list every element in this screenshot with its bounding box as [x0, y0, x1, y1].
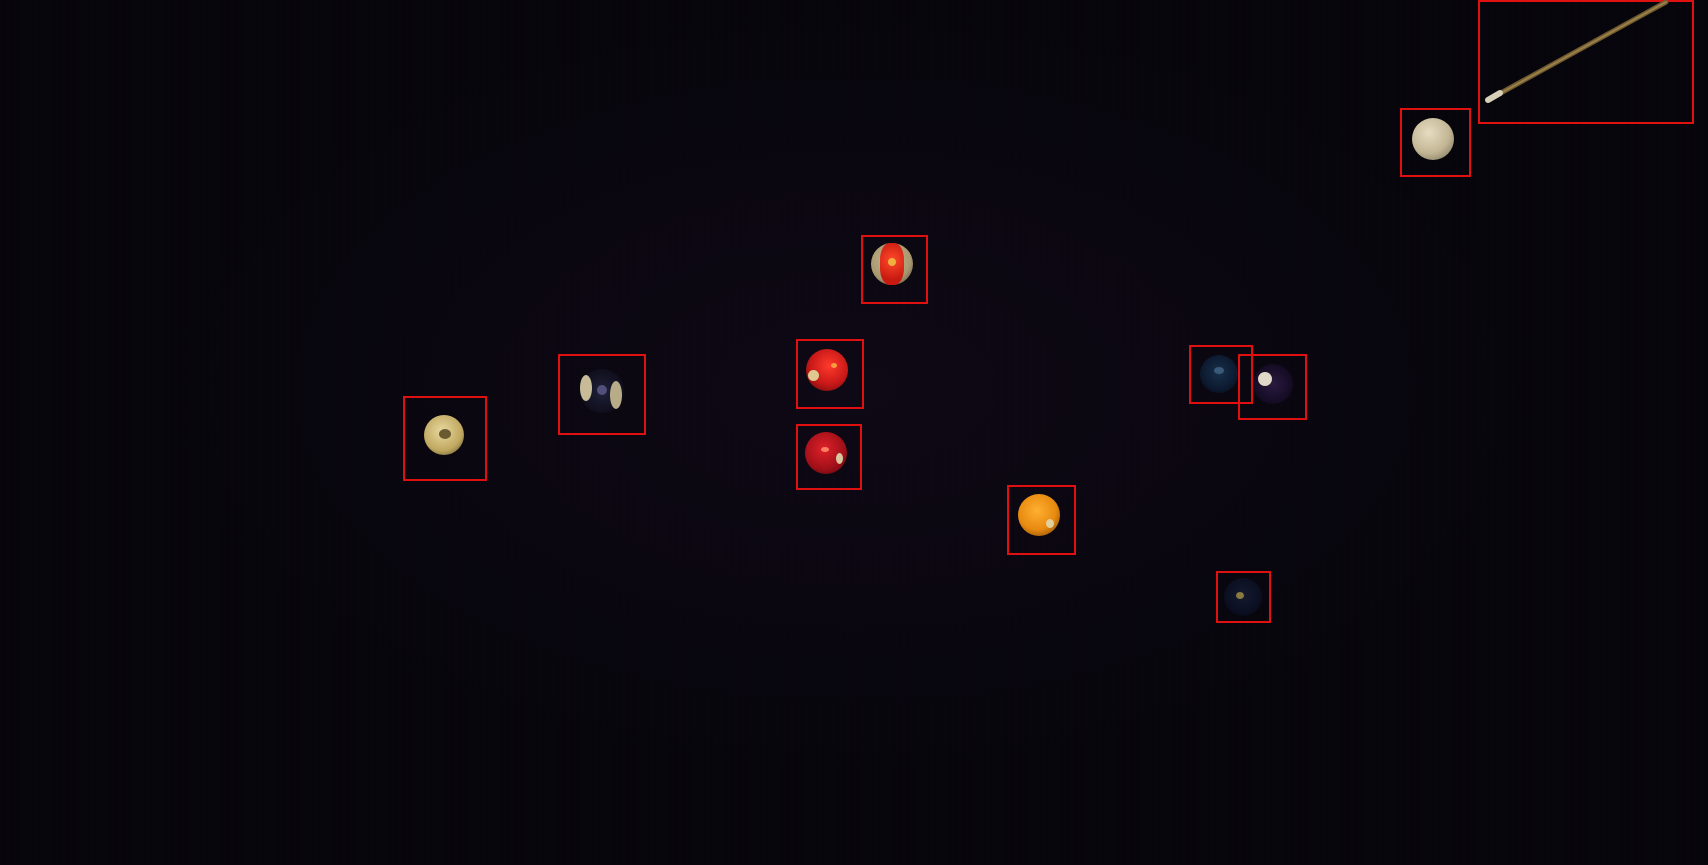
- orange-ball: [1018, 494, 1060, 536]
- cue-stick: [1485, 0, 1669, 103]
- detection-box-dark-ball-right: [1238, 354, 1307, 420]
- ball-number-spot: [439, 429, 451, 439]
- ball-number-spot: [836, 453, 843, 464]
- ball-number-spot: [1236, 592, 1244, 599]
- ball-number-spot: [597, 385, 607, 395]
- highlight-spot: [831, 363, 837, 368]
- ball-number-spot: [1258, 372, 1272, 386]
- red-ball-center: [806, 349, 848, 391]
- ball-number-spot: [1214, 367, 1224, 374]
- cue-ball: [1412, 118, 1454, 160]
- dark-ball-bottom: [1224, 578, 1262, 616]
- ball-number-spot: [808, 370, 819, 381]
- ball-number-spot: [888, 258, 896, 266]
- detection-box-red-ball-lower: [796, 424, 862, 490]
- detection-box-dark-stripe-ball: [558, 354, 646, 435]
- detection-box-red-ball-center: [796, 339, 864, 409]
- red-ball-lower: [805, 432, 847, 474]
- dark-stripe-ball-left: [580, 369, 624, 413]
- detection-box-yellow-ball-left: [403, 396, 487, 481]
- detection-box-red-stripe-ball-top: [861, 235, 928, 304]
- ball-number-spot: [1046, 519, 1054, 528]
- yellow-stripe-ball-left: [424, 415, 464, 455]
- red-stripe-ball-top: [871, 243, 913, 285]
- blue-ball: [1200, 355, 1238, 393]
- ball-white-cap-right: [610, 381, 622, 409]
- highlight-spot: [821, 447, 829, 452]
- detection-box-orange-ball: [1007, 485, 1076, 555]
- detection-box-cue-ball: [1400, 108, 1471, 177]
- detection-box-cue-stick: [1478, 0, 1694, 124]
- detection-box-dark-ball-bottom: [1216, 571, 1271, 623]
- dark-ball-right: [1253, 364, 1293, 404]
- detection-box-blue-ball: [1189, 345, 1253, 404]
- ball-white-cap-left: [580, 375, 592, 401]
